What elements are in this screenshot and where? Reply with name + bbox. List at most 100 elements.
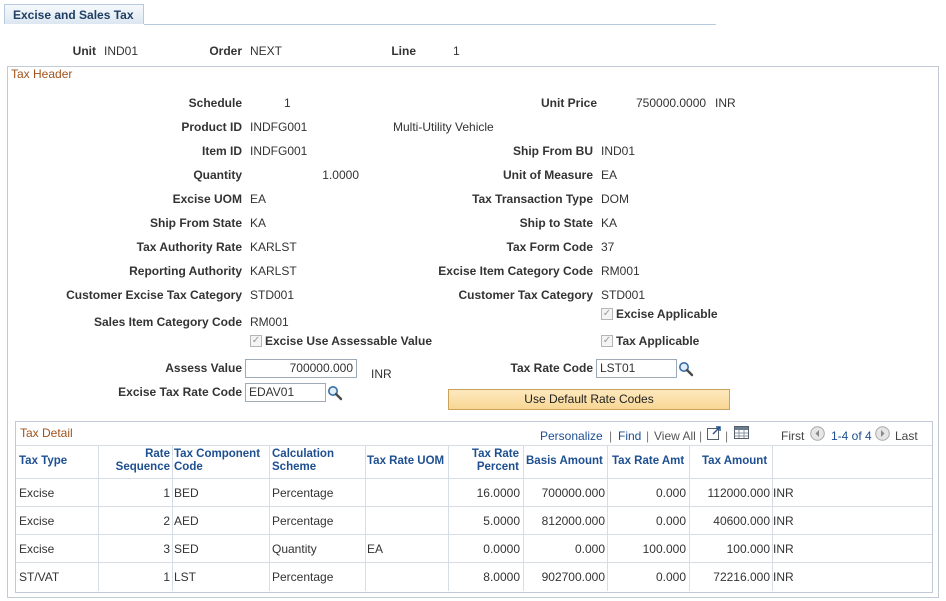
cell-tax-rate-amt: 0.000 [655, 486, 686, 500]
assess-value-input[interactable]: 700000.000 [245, 359, 357, 378]
excise-item-category-value: RM001 [601, 264, 640, 278]
excise-tax-rate-code-input[interactable]: EDAV01 [245, 383, 326, 402]
product-description: Multi-Utility Vehicle [393, 120, 494, 134]
tax-rate-code-label: Tax Rate Code [510, 361, 593, 375]
cell-currency: INR [773, 570, 794, 584]
table-row: Excise 1 BED Percentage 16.0000 700000.0… [0, 486, 946, 502]
ship-from-state-value: KA [250, 216, 267, 230]
quantity-label: Quantity [193, 168, 242, 182]
customer-excise-tax-category-label: Customer Excise Tax Category [66, 288, 242, 302]
cell-tax-rate-percent: 0.0000 [483, 542, 520, 556]
cell-tax-rate-percent: 5.0000 [483, 514, 520, 528]
cell-calculation-scheme: Percentage [272, 570, 334, 584]
col-tax-rate-amt: Tax Rate Amt [612, 455, 685, 467]
tax-transaction-type-label: Tax Transaction Type [472, 192, 593, 206]
cell-basis-amount: 902700.000 [541, 570, 605, 584]
col-tax-rate-percent: Tax Rate Percent [471, 448, 519, 473]
assess-value-label: Assess Value [165, 361, 242, 375]
tax-authority-rate-label: Tax Authority Rate [136, 240, 242, 254]
reporting-authority-value: KARLST [250, 264, 297, 278]
sales-item-category-label: Sales Item Category Code [93, 315, 242, 329]
excise-uom-label: Excise UOM [172, 192, 242, 206]
sales-item-category-value: RM001 [250, 315, 289, 329]
line-value: 1 [453, 44, 460, 58]
col-tax-component-code: Tax Component Code [174, 448, 261, 473]
cell-tax-rate-percent: 8.0000 [483, 570, 520, 584]
order-label: Order [209, 44, 242, 58]
tax-rate-code-lookup-icon[interactable] [678, 361, 694, 377]
item-id-value: INDFG001 [250, 144, 308, 158]
product-id-value: INDFG001 [250, 120, 308, 134]
col-rate-sequence: Rate Sequence [115, 448, 170, 473]
spreadsheet-icon[interactable] [734, 426, 749, 439]
row-range: 1-4 of 4 [831, 429, 872, 443]
cell-calculation-scheme: Percentage [272, 486, 334, 500]
separator: | [609, 429, 613, 443]
cell-calculation-scheme: Quantity [272, 542, 317, 556]
use-default-rate-codes-button[interactable]: Use Default Rate Codes [448, 389, 730, 410]
first-label: First [781, 429, 805, 443]
excise-tax-rate-code-lookup-icon[interactable] [327, 385, 343, 401]
unit-price-currency: INR [715, 96, 736, 110]
cell-rate-sequence: 1 [163, 570, 170, 584]
cell-tax-component-code: LST [174, 570, 197, 584]
cell-currency: INR [773, 542, 794, 556]
personalize-link[interactable]: Personalize [540, 429, 603, 443]
tax-authority-rate-value: KARLST [250, 240, 297, 254]
separator: | [646, 429, 650, 443]
customer-excise-tax-category-value: STD001 [250, 288, 295, 302]
unit-of-measure-label: Unit of Measure [502, 168, 593, 182]
tax-form-code-value: 37 [601, 240, 615, 254]
cell-tax-type: Excise [19, 486, 55, 500]
customer-tax-category-label: Customer Tax Category [458, 288, 593, 302]
grid-col-divider [98, 445, 99, 591]
find-link[interactable]: Find [618, 429, 642, 443]
quantity-value: 1.0000 [322, 168, 359, 182]
arrow-left-icon[interactable] [810, 426, 825, 441]
excise-applicable-label: Excise Applicable [616, 307, 718, 321]
tax-applicable-label: Tax Applicable [616, 334, 700, 348]
tab-excise-and-sales-tax[interactable]: Excise and Sales Tax [4, 4, 144, 25]
cell-basis-amount: 700000.000 [541, 486, 605, 500]
cell-tax-amount: 72216.000 [713, 570, 770, 584]
arrow-right-icon[interactable] [875, 426, 890, 441]
tax-transaction-type-value: DOM [601, 192, 629, 206]
unit-of-measure-value: EA [601, 168, 618, 182]
cell-tax-amount: 40600.000 [713, 514, 770, 528]
cell-rate-sequence: 1 [163, 486, 170, 500]
unit-value: IND01 [104, 44, 139, 58]
tax-rate-code-input[interactable]: LST01 [596, 359, 677, 378]
cell-tax-rate-amt: 100.000 [642, 542, 686, 556]
grid-col-divider [607, 445, 608, 591]
cell-tax-rate-uom: EA [367, 542, 384, 556]
cell-tax-amount: 112000.000 [707, 486, 770, 500]
cell-tax-rate-amt: 0.000 [655, 514, 686, 528]
cell-calculation-scheme: Percentage [272, 514, 334, 528]
cell-tax-type: Excise [19, 542, 55, 556]
tab-underline [4, 24, 144, 25]
excise-use-assessable-label: Excise Use Assessable Value [265, 334, 433, 348]
grid-col-divider [523, 445, 524, 591]
col-calculation-scheme: Calculation Scheme [272, 448, 334, 473]
product-id-label: Product ID [181, 120, 242, 134]
schedule-label: Schedule [188, 96, 242, 110]
excise-use-assessable-checkbox[interactable]: ✓ [250, 335, 262, 347]
grid-header-top-line [16, 445, 932, 446]
view-all-link[interactable]: View All [654, 429, 696, 443]
excise-applicable-checkbox[interactable]: ✓ [601, 308, 613, 320]
col-tax-amount: Tax Amount [702, 455, 768, 467]
ship-from-state-label: Ship From State [149, 216, 242, 230]
grid-row-divider [16, 534, 932, 535]
zoom-grid-icon[interactable] [707, 426, 722, 440]
col-tax-type: Tax Type [19, 455, 68, 467]
unit-label: Unit [72, 44, 96, 58]
table-row: Excise 2 AED Percentage 5.0000 812000.00… [0, 514, 946, 530]
cell-tax-component-code: AED [174, 514, 199, 528]
cell-currency: INR [773, 486, 794, 500]
tax-applicable-checkbox[interactable]: ✓ [601, 335, 613, 347]
item-id-label: Item ID [201, 144, 242, 158]
cell-tax-type: ST/VAT [19, 570, 60, 584]
grid-col-divider [772, 445, 773, 591]
schedule-value: 1 [284, 96, 291, 110]
table-row: ST/VAT 1 LST Percentage 8.0000 902700.00… [0, 570, 946, 586]
